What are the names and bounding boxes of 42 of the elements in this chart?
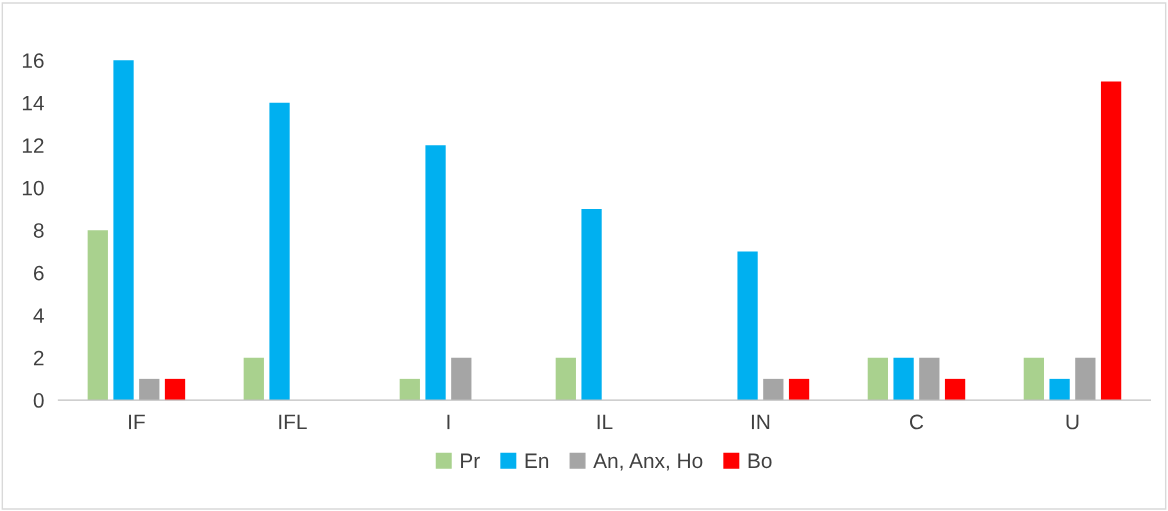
bar [139,378,160,401]
bar [399,378,420,401]
x-tick-label: I [447,414,450,430]
y-tick-label: 16 [22,53,44,69]
y-tick-label: 2 [33,350,44,366]
bar [581,208,602,401]
bar [737,251,758,401]
bar [1075,357,1096,401]
bar [555,357,576,401]
x-tick-label: IFL [279,414,307,430]
x-tick-label: U [1066,414,1079,430]
x-tick-label: IF [129,414,145,430]
bar [788,378,810,401]
x-tick-label: IN [751,414,770,430]
legend-label: Bo [748,453,772,469]
bar [763,378,784,401]
y-tick-label: 8 [33,223,44,238]
x-tick-label: C [910,414,924,430]
bar [113,60,134,401]
bar [919,357,940,401]
bar [87,230,108,401]
legend-label: An, Anx, Ho [593,453,703,471]
bar [1049,378,1070,401]
x-tick-label: IL [597,414,613,430]
bar [893,357,914,401]
bar [243,357,264,401]
bar [1100,81,1122,401]
bar [1023,357,1044,401]
y-tick-label: 0 [33,393,44,408]
y-tick-label: 4 [33,308,44,323]
legend-label: Pr [461,453,480,468]
bar [944,378,966,401]
bar [867,357,888,401]
y-tick-label: 6 [33,265,44,281]
bar [425,145,446,401]
bar [164,378,186,401]
y-tick-label: 14 [22,95,44,111]
legend-label: En [525,453,549,468]
bar [269,102,290,401]
bar [451,357,472,401]
y-tick-label: 10 [22,180,44,196]
y-tick-label: 12 [22,138,44,153]
